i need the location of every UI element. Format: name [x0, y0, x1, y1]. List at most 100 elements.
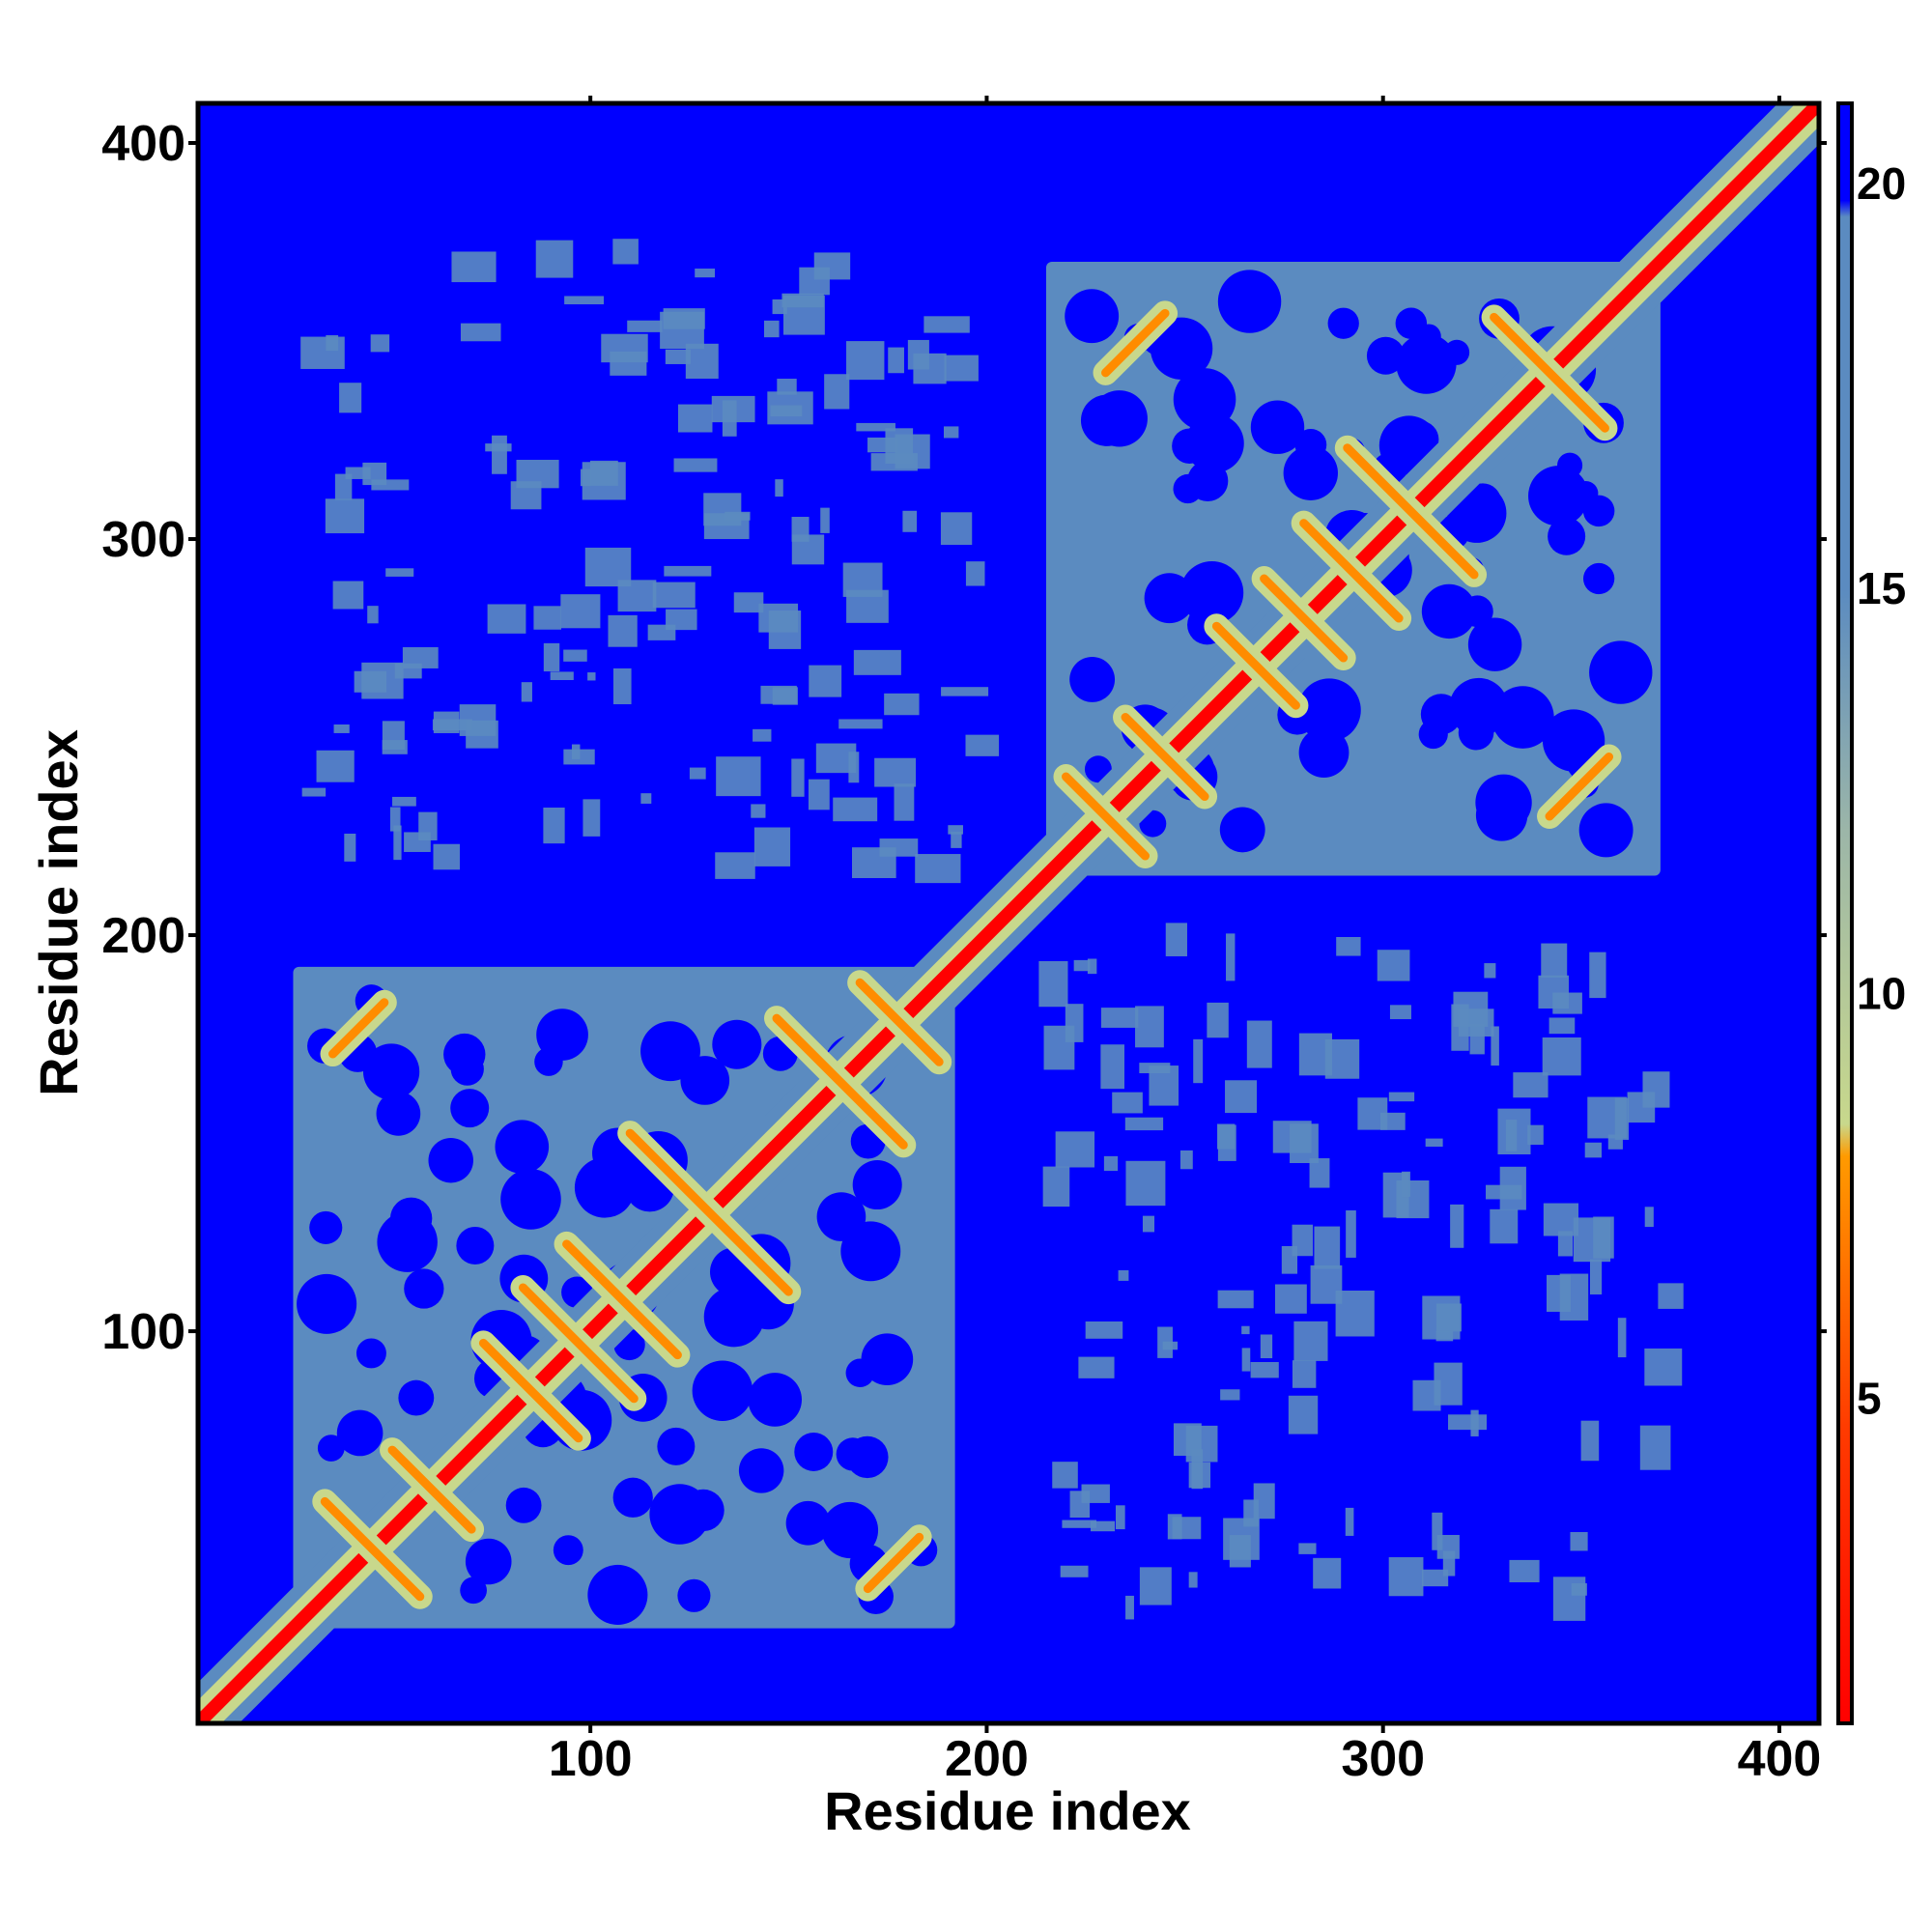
domain-gap — [1327, 307, 1359, 339]
x-tick-label: 200 — [945, 1731, 1029, 1787]
domain-gap — [1578, 803, 1634, 858]
inter-domain-contact — [1469, 1023, 1485, 1055]
inter-domain-contact — [587, 672, 596, 681]
domain-gap — [450, 1052, 484, 1086]
inter-domain-contact — [1139, 1567, 1172, 1605]
x-tick-label: 300 — [1341, 1731, 1425, 1787]
contact-line-3 — [478, 1338, 583, 1443]
inter-domain-contact — [627, 320, 663, 332]
domain-gap — [1475, 774, 1532, 832]
domain-gap — [404, 1268, 444, 1309]
domain-gap — [785, 1500, 831, 1546]
domain-gap — [1582, 495, 1615, 527]
inter-domain-contact — [1073, 959, 1091, 972]
domain-gap — [738, 1448, 784, 1493]
inter-domain-contact — [339, 383, 362, 413]
inter-domain-contact — [838, 719, 883, 729]
domain-gap — [1187, 460, 1229, 501]
inter-domain-contact — [1217, 1290, 1254, 1309]
inter-domain-contact — [1292, 1360, 1317, 1388]
inter-domain-contact — [1185, 1425, 1218, 1463]
inter-domain-contact — [1580, 1420, 1600, 1462]
inter-domain-contact — [768, 611, 802, 649]
x-tick-label: 400 — [1738, 1731, 1822, 1787]
inter-domain-contact — [316, 750, 355, 782]
y-tick-label: 300 — [101, 512, 185, 568]
inter-domain-contact — [617, 580, 657, 612]
domain-gap — [1421, 583, 1477, 639]
inter-domain-contact — [1448, 1414, 1488, 1431]
inter-domain-contact — [1584, 1142, 1603, 1158]
inter-domain-contact — [809, 665, 842, 697]
inter-domain-contact — [733, 592, 764, 613]
contact-line-13 — [1299, 519, 1404, 623]
colorbar-axis: 5 10 15 20 — [1857, 158, 1906, 1424]
colorbar-tick-label: 15 — [1857, 563, 1906, 613]
inter-domain-contact — [1421, 1569, 1449, 1587]
inter-domain-contact — [1324, 1038, 1360, 1079]
inter-domain-contact — [965, 561, 985, 586]
inter-domain-contact — [492, 435, 507, 474]
inter-domain-contact — [951, 832, 962, 848]
contact-line-2 — [387, 1445, 476, 1534]
domain-gap — [852, 1160, 902, 1210]
inter-domain-contact — [689, 767, 706, 780]
inter-domain-contact — [1570, 1531, 1588, 1551]
contact-line-10 — [1121, 713, 1209, 802]
inter-domain-contact — [1188, 1572, 1198, 1588]
inter-domain-contact — [1389, 1005, 1411, 1020]
inter-domain-contact — [1229, 1535, 1251, 1568]
contact-line-17 — [863, 1532, 924, 1594]
domain-gap — [845, 1358, 875, 1388]
inter-domain-contact — [940, 512, 973, 545]
colorbar-tick-label: 20 — [1857, 158, 1906, 209]
domain-gap — [1396, 333, 1457, 394]
inter-domain-contact — [781, 293, 824, 308]
inter-domain-contact — [345, 467, 371, 479]
inter-domain-contact — [402, 646, 439, 668]
inter-domain-contact — [344, 834, 356, 862]
y-axis-title: Residue index — [28, 729, 89, 1096]
domain-gap — [377, 1211, 438, 1272]
inter-domain-contact — [941, 687, 989, 696]
domain-gap — [450, 1089, 490, 1128]
inter-domain-contact — [1396, 1179, 1430, 1219]
inter-domain-contact — [354, 670, 387, 693]
plot-frame — [195, 100, 1822, 1726]
inter-domain-contact — [965, 734, 1000, 756]
inter-domain-contact — [640, 793, 652, 804]
heatmap-layer — [198, 103, 1819, 1723]
contact-line-5 — [562, 1239, 682, 1360]
inter-domain-contact — [543, 808, 565, 844]
inter-domain-contact — [1548, 1017, 1576, 1035]
inter-domain-contact — [1115, 1505, 1125, 1530]
domain-gap — [1084, 755, 1112, 783]
domain-gap — [534, 1047, 563, 1076]
y-axis: 100 200 300 400 — [101, 116, 1827, 1360]
inter-domain-contact — [1062, 1520, 1097, 1528]
contact-line-9 — [1061, 772, 1151, 861]
inter-domain-contact — [775, 479, 783, 497]
inter-domain-contact — [1377, 950, 1410, 981]
domain-gap — [816, 1192, 867, 1241]
domain-gap — [309, 1210, 343, 1244]
domain-gap — [355, 1338, 386, 1369]
inter-domain-contact — [772, 687, 798, 705]
domain-gap — [1172, 428, 1208, 464]
inter-domain-contact — [1388, 1557, 1424, 1597]
inter-domain-contact — [1179, 1150, 1193, 1170]
inter-domain-contact — [1125, 1595, 1134, 1620]
inter-domain-contact — [1627, 1092, 1656, 1123]
inter-domain-contact — [1644, 1207, 1654, 1228]
inter-domain-contact — [923, 316, 970, 333]
inter-domain-contact — [853, 649, 901, 675]
contact-line-4 — [518, 1283, 639, 1404]
inter-domain-contact — [533, 606, 562, 630]
inter-domain-contact — [1112, 1092, 1143, 1114]
domain-gap — [376, 1092, 421, 1136]
inter-domain-contact — [301, 787, 327, 797]
inter-domain-contact — [716, 756, 761, 797]
domain-gap — [1179, 560, 1244, 625]
inter-domain-contact — [1288, 1395, 1319, 1435]
inter-domain-contact — [1293, 1321, 1328, 1361]
